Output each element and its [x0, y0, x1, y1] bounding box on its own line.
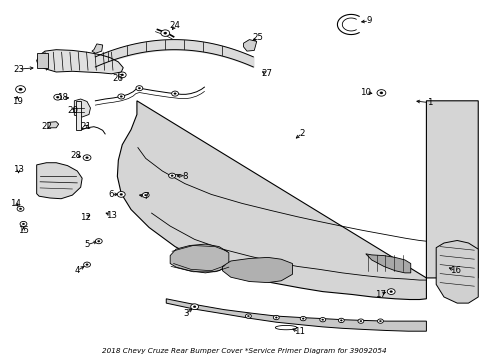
Circle shape: [95, 239, 102, 244]
Text: 14: 14: [10, 199, 21, 208]
Circle shape: [86, 264, 88, 265]
Circle shape: [163, 32, 166, 34]
Text: 18: 18: [57, 94, 68, 102]
Text: 13: 13: [106, 211, 117, 220]
Circle shape: [83, 155, 91, 161]
Text: 3: 3: [183, 309, 188, 318]
Circle shape: [376, 90, 385, 96]
Text: 4: 4: [74, 266, 80, 275]
Circle shape: [98, 240, 100, 242]
Text: 26: 26: [113, 74, 123, 83]
Text: 16: 16: [449, 266, 460, 275]
Text: 6: 6: [108, 190, 114, 199]
Text: 7: 7: [142, 192, 148, 201]
Text: 25: 25: [252, 33, 263, 42]
Text: 8: 8: [182, 172, 187, 181]
Polygon shape: [37, 163, 82, 199]
Circle shape: [245, 314, 251, 318]
Circle shape: [171, 175, 173, 176]
Text: 15: 15: [18, 226, 29, 235]
Polygon shape: [48, 122, 59, 128]
Circle shape: [118, 72, 126, 78]
Circle shape: [377, 319, 383, 323]
Circle shape: [144, 194, 146, 196]
Circle shape: [273, 315, 279, 320]
Circle shape: [20, 208, 21, 210]
Circle shape: [117, 192, 125, 197]
Polygon shape: [74, 99, 90, 117]
Text: 19: 19: [12, 97, 22, 106]
Polygon shape: [365, 254, 410, 273]
Text: 24: 24: [169, 21, 180, 30]
Text: 17: 17: [374, 290, 385, 299]
Text: 2018 Chevy Cruze Rear Bumper Cover *Service Primer Diagram for 39092054: 2018 Chevy Cruze Rear Bumper Cover *Serv…: [102, 347, 386, 354]
Circle shape: [357, 319, 363, 323]
Circle shape: [16, 86, 25, 93]
Polygon shape: [37, 50, 123, 74]
Circle shape: [161, 30, 169, 36]
Circle shape: [138, 87, 140, 89]
Circle shape: [340, 320, 342, 321]
Circle shape: [247, 315, 249, 317]
Text: 27: 27: [261, 69, 271, 78]
Circle shape: [142, 193, 149, 198]
Circle shape: [118, 94, 124, 99]
Text: 11: 11: [293, 328, 304, 336]
Text: 10: 10: [360, 88, 370, 97]
Circle shape: [359, 320, 361, 322]
Circle shape: [190, 304, 198, 310]
Circle shape: [20, 221, 27, 226]
Circle shape: [338, 318, 344, 323]
Circle shape: [193, 306, 196, 308]
Text: 21: 21: [80, 122, 91, 131]
Circle shape: [121, 74, 123, 76]
Polygon shape: [37, 53, 48, 68]
Circle shape: [120, 96, 122, 97]
Circle shape: [85, 157, 88, 159]
Text: 9: 9: [366, 16, 371, 25]
Circle shape: [379, 320, 381, 322]
Circle shape: [321, 319, 323, 320]
Text: 20: 20: [67, 107, 78, 115]
Circle shape: [168, 173, 175, 178]
Polygon shape: [170, 244, 228, 273]
Text: 1: 1: [426, 98, 431, 107]
Circle shape: [300, 316, 305, 321]
Circle shape: [275, 317, 277, 318]
Polygon shape: [222, 257, 292, 283]
Polygon shape: [92, 44, 102, 53]
Circle shape: [319, 318, 325, 322]
Circle shape: [83, 262, 90, 267]
Text: 13: 13: [13, 165, 24, 174]
Text: 12: 12: [80, 213, 91, 222]
Polygon shape: [117, 101, 477, 300]
Circle shape: [174, 93, 176, 94]
Circle shape: [17, 206, 24, 211]
Circle shape: [379, 92, 382, 94]
Text: 2: 2: [299, 129, 305, 138]
Circle shape: [302, 318, 304, 319]
Circle shape: [120, 193, 122, 195]
Circle shape: [56, 96, 59, 98]
Polygon shape: [243, 40, 256, 51]
Text: 28: 28: [70, 151, 81, 160]
Circle shape: [136, 86, 142, 91]
Polygon shape: [76, 101, 81, 130]
Circle shape: [389, 291, 392, 293]
Polygon shape: [435, 240, 477, 303]
Text: 22: 22: [41, 122, 52, 131]
Circle shape: [22, 223, 24, 225]
Text: 5: 5: [84, 240, 90, 249]
Circle shape: [19, 88, 22, 90]
Text: 23: 23: [13, 65, 24, 74]
Circle shape: [386, 289, 394, 294]
Polygon shape: [166, 299, 426, 331]
Circle shape: [54, 94, 61, 100]
Circle shape: [171, 91, 178, 96]
